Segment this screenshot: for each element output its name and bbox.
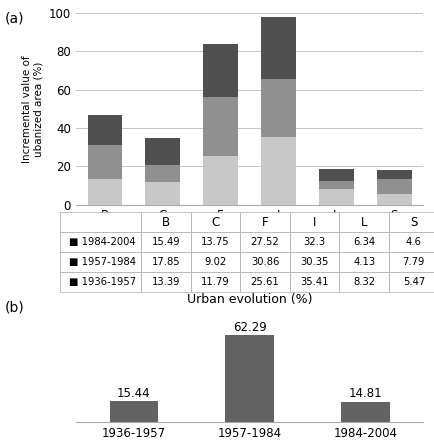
Text: 15.44: 15.44 [117,387,151,400]
Bar [109,401,158,422]
Bar [145,165,180,182]
Text: 14.81: 14.81 [349,388,382,400]
Bar [261,137,296,205]
Bar [88,145,122,179]
Title: Urban evolution (%): Urban evolution (%) [187,293,312,306]
Bar [145,182,180,205]
Bar [319,189,354,205]
Bar [88,179,122,205]
Bar [88,115,122,145]
Bar [203,44,238,96]
Bar [225,335,274,422]
Bar [203,156,238,205]
Text: 62.29: 62.29 [233,321,266,334]
Bar [145,139,180,165]
Bar [203,96,238,156]
Text: (b): (b) [4,300,24,314]
Bar [377,194,411,205]
Bar [341,402,390,422]
Bar [377,179,411,194]
Y-axis label: Incremental value of
ubanized area (%): Incremental value of ubanized area (%) [22,55,43,163]
Bar [261,79,296,137]
Bar [319,169,354,181]
Bar [319,181,354,189]
Text: (a): (a) [4,11,24,25]
Bar [377,170,411,179]
Bar [261,17,296,79]
